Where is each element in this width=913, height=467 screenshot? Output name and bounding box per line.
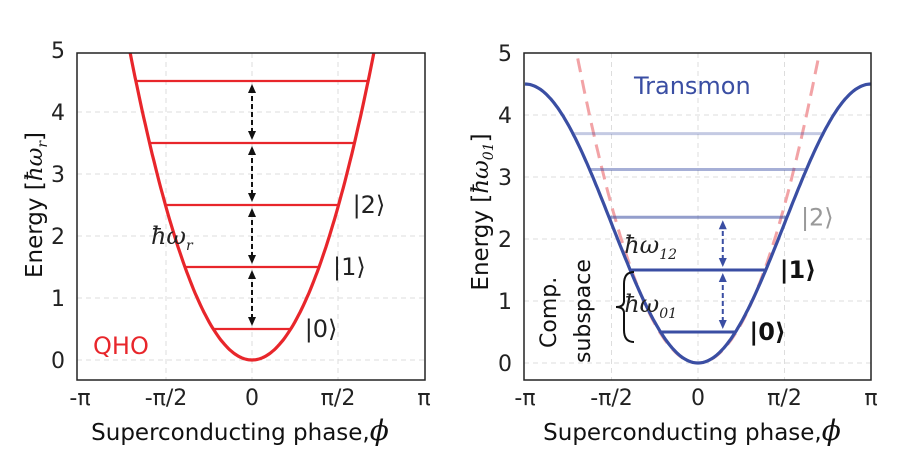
x-axis-symbol: ϕ [822, 414, 841, 447]
y-tick-label: 0 [498, 352, 512, 377]
frequency-label-0: ħω12 [624, 231, 677, 263]
frequency-label-1: ħω01 [624, 290, 677, 322]
potential-curve [524, 82, 871, 365]
frequency-subscript: r [186, 238, 194, 254]
y-axis-label-prefix: Energy [ [22, 181, 48, 278]
ket-label-2: |2⟩ [801, 203, 834, 231]
x-tick-label: -π [69, 386, 90, 411]
arrow-head-up [248, 270, 256, 279]
arrow-head-up [718, 273, 727, 282]
potential-curve [128, 53, 376, 362]
y-tick-label: 5 [51, 39, 65, 64]
x-tick-label: π/2 [321, 386, 356, 411]
arrow-head-down [718, 320, 727, 329]
plot-area [128, 53, 376, 362]
transmon-label: Transmon [633, 72, 751, 100]
x-axis-label-text: Superconducting phase, [543, 420, 822, 446]
x-axis-label: Superconducting phase,ϕ [91, 414, 389, 447]
y-tick-label: 3 [498, 166, 512, 191]
y-axis-label: Energy [ħω01] [468, 133, 497, 290]
subspace-label: subspace [571, 259, 596, 363]
x-axis-label-text: Superconducting phase, [91, 420, 370, 446]
y-tick-label: 3 [51, 163, 65, 188]
ket-label-0: |0⟩ [749, 318, 785, 346]
frequency-symbol: ħω [624, 290, 659, 318]
x-tick-label: -π [514, 386, 535, 411]
arrow-head-up [718, 220, 727, 230]
y-axis-subscript: r [35, 140, 51, 148]
arrow-head-down [248, 131, 256, 140]
x-tick-label: 0 [245, 386, 259, 411]
y-tick-label: 1 [498, 290, 512, 315]
qho-label: QHO [93, 332, 149, 360]
y-tick-label: 4 [498, 104, 512, 129]
arrow-head-up [248, 208, 256, 217]
ket-label-2: |2⟩ [353, 191, 386, 219]
y-tick-label: 1 [51, 287, 65, 312]
comp-label: Comp. [537, 277, 562, 348]
y-axis-label-suffix: ] [468, 133, 494, 142]
y-axis-symbol: ħω [468, 160, 494, 194]
ket-label-1: |1⟩ [780, 256, 816, 284]
arrow-head-down [248, 317, 256, 326]
ket-label-1: |1⟩ [333, 253, 366, 281]
x-tick-label: π/2 [767, 386, 802, 411]
y-axis-symbol: ħω [22, 147, 48, 181]
plot-frame [523, 52, 872, 381]
ket-label-0: |0⟩ [305, 315, 338, 343]
y-tick-label: 2 [51, 225, 65, 250]
x-axis-label: Superconducting phase,ϕ [543, 414, 841, 447]
frequency-symbol: ħω [151, 222, 186, 250]
y-tick-label: 5 [498, 42, 512, 67]
y-tick-label: 2 [498, 228, 512, 253]
y-axis-label-suffix: ] [22, 132, 48, 141]
y-tick-label: 4 [51, 101, 65, 126]
frequency-subscript: 12 [659, 247, 677, 263]
y-axis-subscript: 01 [481, 142, 497, 160]
arrow-head-up [248, 146, 256, 155]
x-tick-label: -π/2 [590, 386, 633, 411]
arrow-head-down [718, 258, 727, 267]
frequency-label-0: ħωr [151, 222, 194, 254]
frequency-subscript: 01 [659, 306, 677, 322]
arrow-head-down [248, 255, 256, 264]
y-axis-label: Energy [ħωr] [22, 132, 51, 278]
brace-icon [615, 271, 635, 343]
y-axis-label-prefix: Energy [ [468, 194, 494, 291]
plot-area [524, 53, 871, 365]
x-tick-label: 0 [691, 386, 705, 411]
x-axis-symbol: ϕ [370, 414, 389, 447]
arrow-head-down [248, 193, 256, 202]
y-tick-label: 0 [51, 349, 65, 374]
x-tick-label: -π/2 [145, 386, 188, 411]
x-tick-label: π [417, 386, 430, 411]
x-tick-label: π [864, 386, 877, 411]
frequency-symbol: ħω [624, 231, 659, 259]
plot-frame [76, 52, 426, 381]
arrow-head-up [248, 84, 256, 93]
